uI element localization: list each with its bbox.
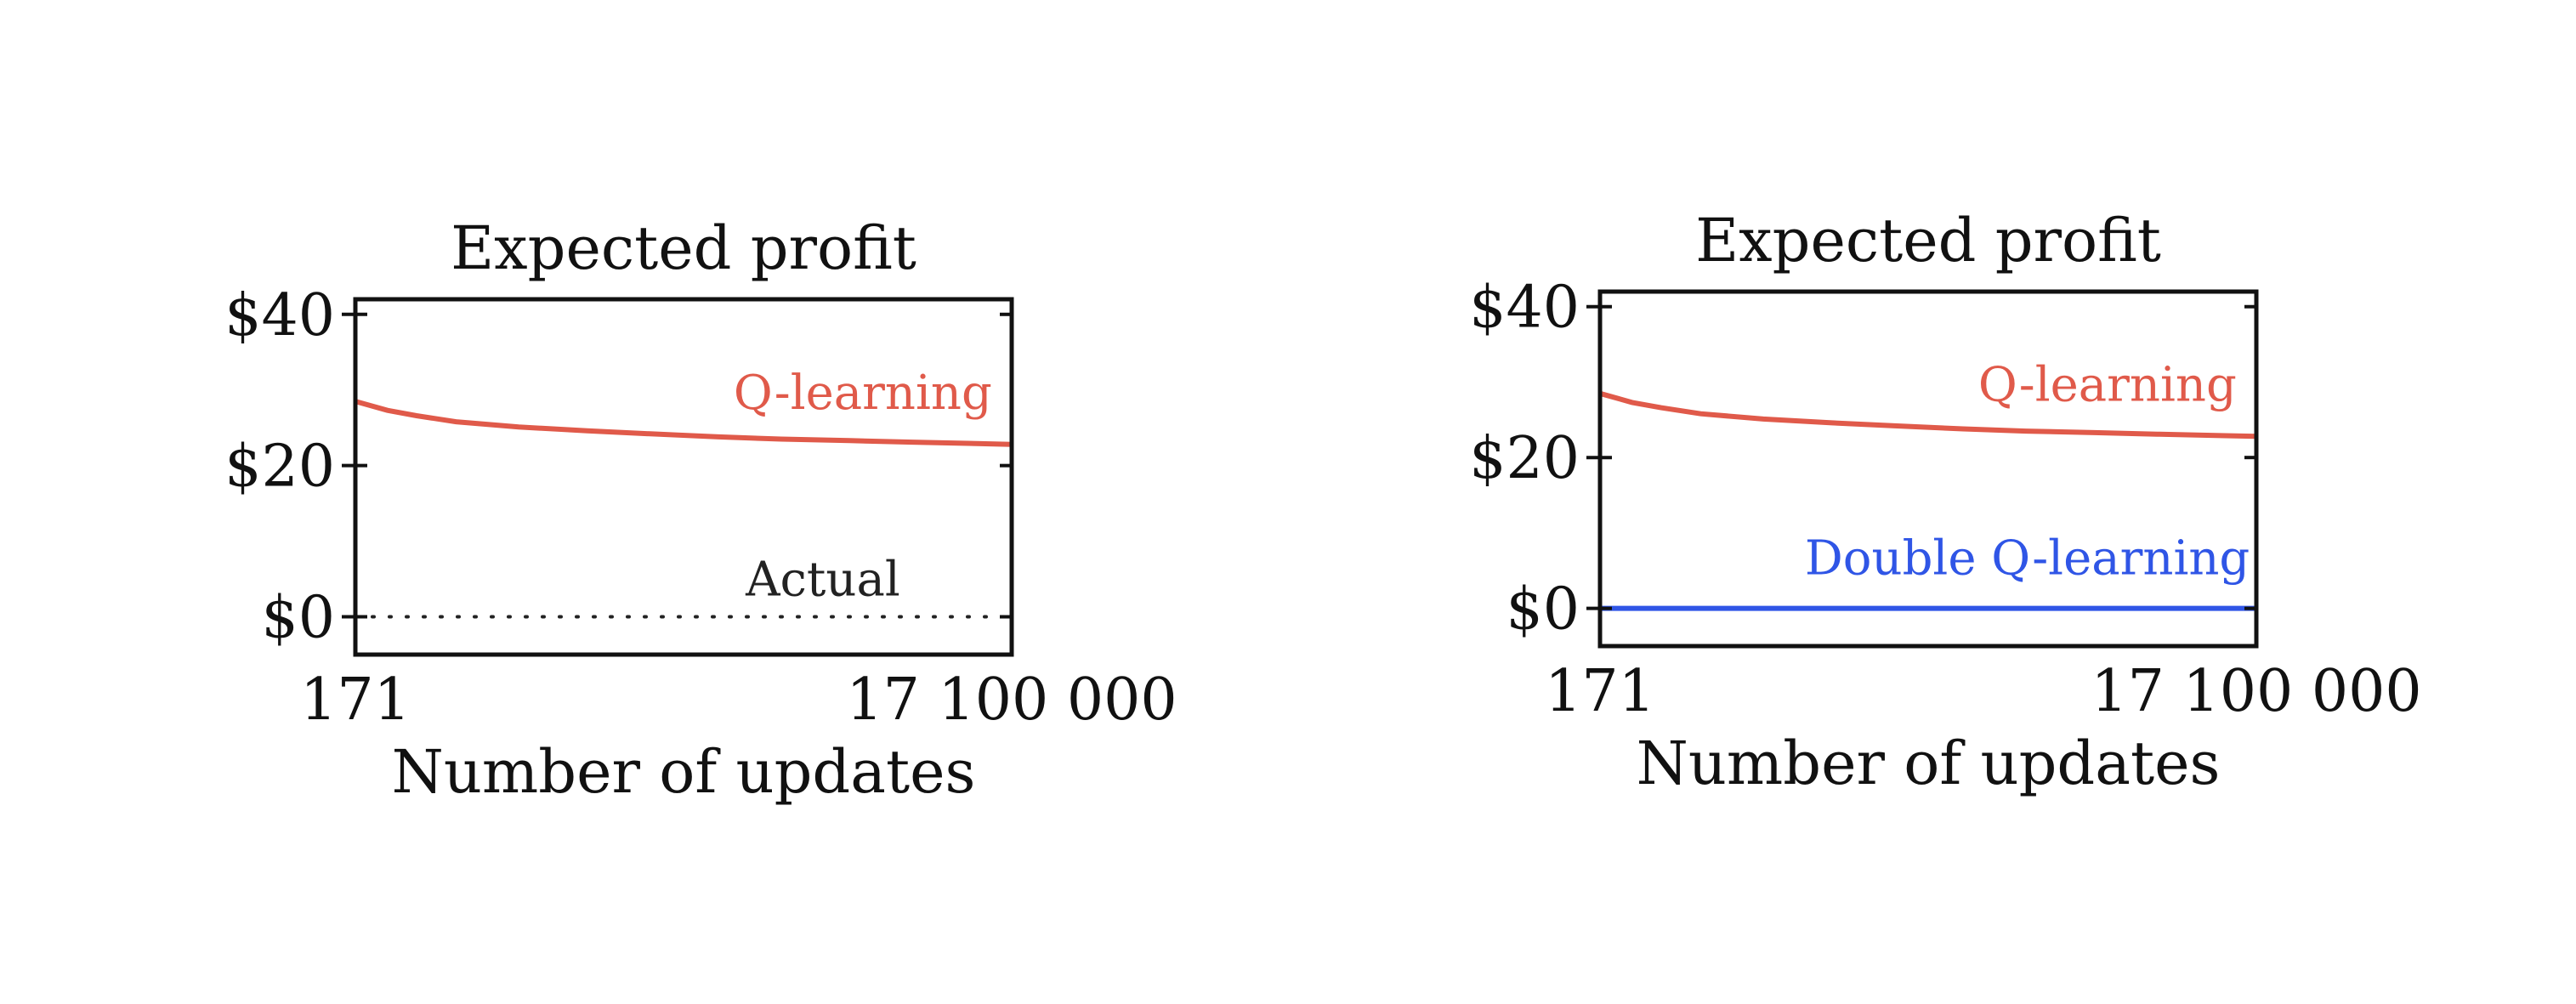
chart-title: Expected profit [451, 213, 916, 283]
x-axis-label: Number of updates [392, 737, 976, 807]
x-tick-label: 171 [300, 666, 411, 734]
y-tick-label: $40 [1469, 275, 1580, 342]
chart-panel-right: Q-learning Double Q-learning $0 $20 $40 171 17… [1469, 206, 2421, 798]
series-line-q-learning [355, 399, 1013, 447]
y-tick-label: $20 [1469, 425, 1580, 492]
plot-frame [353, 297, 1014, 657]
y-tick-label: $0 [1506, 576, 1580, 644]
x-tick-label: 17 100 000 [2091, 658, 2421, 725]
y-tick-label: $40 [224, 282, 335, 349]
x-tick-label: 171 [1545, 658, 1655, 725]
series-label-q-learning: Q-learning [734, 366, 992, 421]
series-line-q-learning [1599, 390, 2257, 440]
chart-title: Expected profit [1695, 206, 2161, 275]
x-axis-label: Number of updates [1637, 729, 2221, 798]
series-label-double-q-learning: Double Q-learning [1805, 531, 2250, 587]
chart-panel-left: Q-learning Actual $0 $20 $40 171 17 100 000 Exp… [224, 213, 1177, 807]
y-tick-label: $0 [261, 585, 335, 652]
x-tick-label: 17 100 000 [846, 666, 1177, 734]
y-tick-label: $20 [224, 434, 335, 501]
series-label-actual: Actual [745, 553, 900, 608]
plot-frame [1597, 289, 2259, 649]
series-label-q-learning: Q-learning [1978, 358, 2237, 413]
